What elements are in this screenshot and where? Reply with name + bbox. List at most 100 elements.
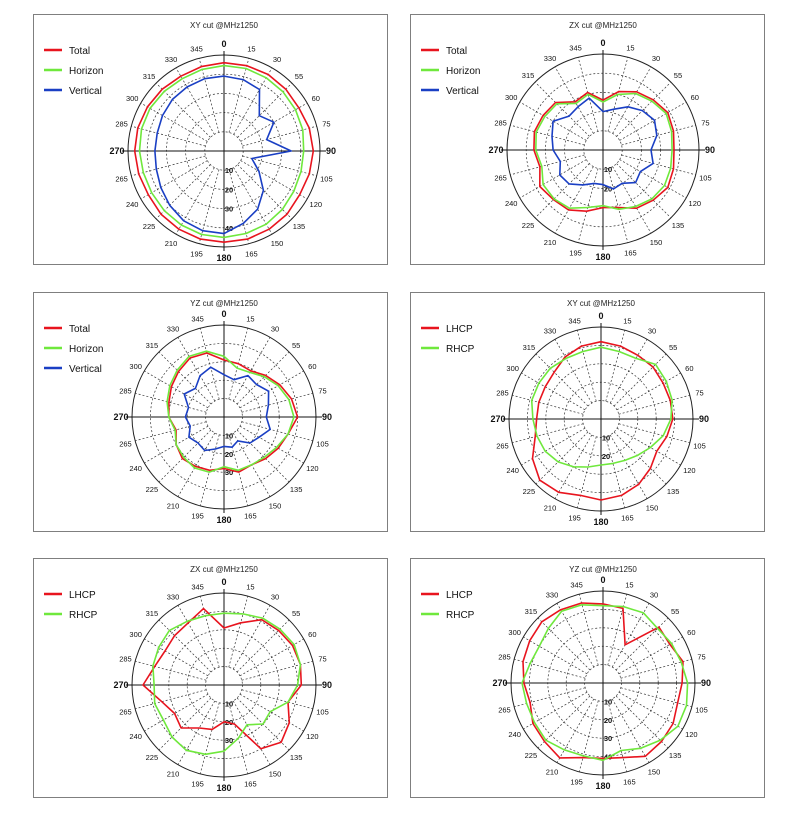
grid-spoke xyxy=(228,58,250,133)
angle-tick-label: 270 xyxy=(109,146,124,156)
angle-tick-label: 265 xyxy=(115,174,128,183)
angle-tick-label: 315 xyxy=(523,343,536,352)
angle-tick-label: 265 xyxy=(498,705,511,714)
grid-spoke xyxy=(199,596,220,668)
angle-tick-label: 285 xyxy=(498,653,511,662)
angle-tick-label: 285 xyxy=(494,119,507,128)
angle-tick-label: 315 xyxy=(522,71,535,80)
grid-spoke xyxy=(241,660,313,681)
grid-spoke xyxy=(155,82,211,138)
angle-tick-label: 105 xyxy=(320,174,333,183)
angle-tick-label: 330 xyxy=(165,55,178,64)
grid-spoke xyxy=(620,658,692,679)
angle-tick-label: 60 xyxy=(687,628,695,637)
angle-tick-label: 150 xyxy=(269,501,282,510)
angle-tick-label: 265 xyxy=(119,707,132,716)
angle-tick-label: 195 xyxy=(190,249,203,258)
grid-spoke xyxy=(616,81,672,137)
angle-tick-label: 135 xyxy=(669,751,682,760)
grid-spoke xyxy=(609,339,648,404)
grid-spoke xyxy=(609,434,648,499)
angle-tick-label: 15 xyxy=(626,44,634,53)
angle-tick-label: 55 xyxy=(669,343,677,352)
chart-title: ZX cut @MHz1250 xyxy=(190,565,258,574)
angle-tick-label: 240 xyxy=(506,466,519,475)
grid-spoke xyxy=(534,81,590,137)
polar-chart-6: YZ cut @MHz1250 LHCP RHCP 0 15 30 55 60 75 90 105 1… xyxy=(421,565,711,791)
angle-tick-label: 60 xyxy=(691,93,699,102)
angle-tick-label: 0 xyxy=(598,311,603,321)
angle-tick-label: 270 xyxy=(492,678,507,688)
grid-spoke xyxy=(607,168,629,243)
grid-spoke xyxy=(233,167,273,235)
grid-spoke xyxy=(534,163,590,219)
series-line-rhcp xyxy=(530,346,673,468)
grid-spoke xyxy=(240,102,308,142)
angle-tick-label: 55 xyxy=(292,609,300,618)
grid-spoke xyxy=(578,594,599,666)
angle-tick-label: 225 xyxy=(525,751,538,760)
polar-chart-1: XY cut @MHz1250 Total Horizon Vertical 0 15 30… xyxy=(44,21,336,263)
grid-spoke xyxy=(556,698,595,763)
angle-tick-label: 105 xyxy=(316,707,329,716)
series-line-horizon xyxy=(138,64,305,239)
angle-tick-label: 0 xyxy=(600,38,605,48)
series-line-vertical xyxy=(154,75,293,235)
angle-tick-label: 265 xyxy=(496,441,509,450)
grid-spoke xyxy=(239,370,304,409)
angle-tick-label: 345 xyxy=(191,582,204,591)
angle-tick-label: 55 xyxy=(292,341,300,350)
angle-tick-label: 30 xyxy=(648,327,656,336)
angle-tick-label: 285 xyxy=(119,387,132,396)
grid-spoke xyxy=(242,125,317,147)
chart-panel-4: XY cut @MHz1250 LHCP RHCP 0 15 30 55 60 75 90 105 1… xyxy=(410,292,765,532)
radial-tick-label: 30 xyxy=(225,736,233,745)
angle-tick-label: 225 xyxy=(143,222,156,231)
grid-spoke xyxy=(240,160,308,200)
grid-spoke xyxy=(621,124,696,146)
radial-tick-label: 30 xyxy=(225,205,233,214)
angle-tick-label: 75 xyxy=(695,389,703,398)
angle-tick-label: 195 xyxy=(191,512,204,521)
angle-tick-label: 150 xyxy=(271,239,284,248)
angle-tick-label: 180 xyxy=(595,252,610,262)
angle-tick-label: 165 xyxy=(621,514,634,523)
radial-tick-label: 30 xyxy=(225,468,233,477)
angle-tick-label: 60 xyxy=(308,362,316,371)
angle-tick-label: 90 xyxy=(326,146,336,156)
angle-tick-label: 225 xyxy=(146,485,159,494)
radial-tick-label: 10 xyxy=(604,697,612,706)
grid-spoke xyxy=(232,605,271,670)
grid-spoke xyxy=(232,700,271,765)
polar-chart-2: ZX cut @MHz1250 Total Horizon Vertical 0 15 30… xyxy=(421,21,715,262)
angle-tick-label: 330 xyxy=(167,593,180,602)
grid-spoke xyxy=(519,159,587,199)
grid-spoke xyxy=(228,169,250,244)
series-line-vertical xyxy=(551,97,658,190)
angle-tick-label: 300 xyxy=(129,630,142,639)
angle-tick-label: 105 xyxy=(693,441,706,450)
chart-title: YZ cut @MHz1250 xyxy=(190,299,258,308)
grid-spoke xyxy=(535,431,589,485)
angle-tick-label: 120 xyxy=(306,732,319,741)
chart-panel-6: YZ cut @MHz1250 LHCP RHCP 0 15 30 55 60 75 90 105 1… xyxy=(410,558,765,798)
angle-tick-label: 345 xyxy=(570,580,583,589)
angle-tick-label: 300 xyxy=(126,94,139,103)
grid-spoke xyxy=(135,392,207,413)
angle-tick-label: 0 xyxy=(600,575,605,585)
grid-spoke xyxy=(607,700,628,772)
angle-tick-label: 210 xyxy=(544,238,557,247)
angle-tick-label: 55 xyxy=(295,72,303,81)
legend-label-rhcp: RHCP xyxy=(446,344,475,355)
legend-label-vertical: Vertical xyxy=(446,86,479,97)
radial-tick-label: 10 xyxy=(604,165,612,174)
angle-tick-label: 55 xyxy=(671,607,679,616)
radial-tick-label: 20 xyxy=(604,184,612,193)
angle-tick-label: 75 xyxy=(318,387,326,396)
series-line-lhcp xyxy=(531,340,674,501)
angle-tick-label: 345 xyxy=(569,44,582,53)
grid-spoke xyxy=(576,330,597,402)
grid-spoke xyxy=(620,687,692,708)
chart-panel-1: XY cut @MHz1250 Total Horizon Vertical 0 15 30… xyxy=(33,14,388,265)
angle-tick-label: 180 xyxy=(593,517,608,527)
